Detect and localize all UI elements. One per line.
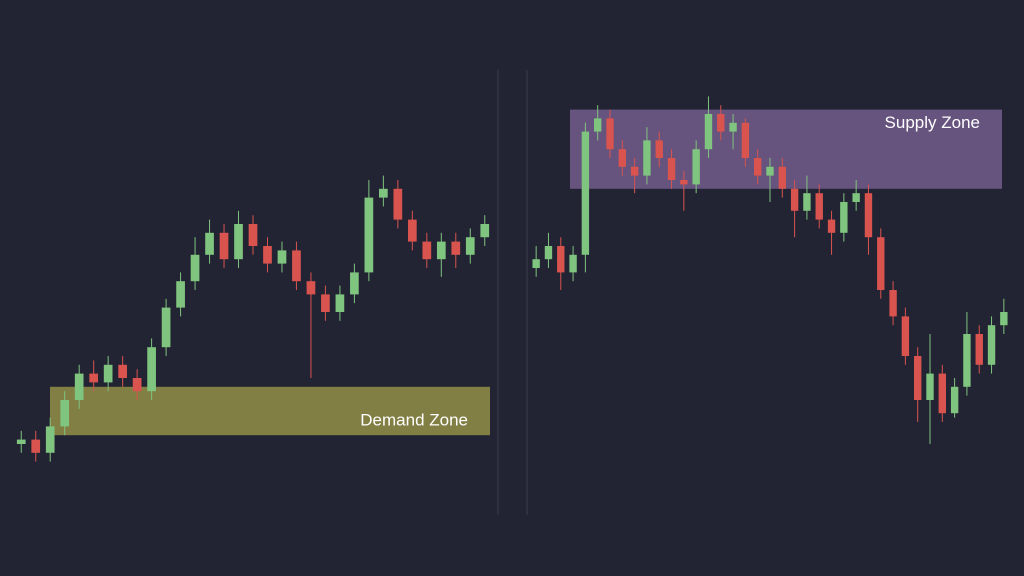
- candle-body: [292, 250, 301, 282]
- zone: [50, 386, 490, 436]
- candle-body: [950, 386, 959, 414]
- candle-body: [103, 364, 113, 383]
- candle-body: [815, 193, 823, 220]
- candle-body: [60, 400, 70, 427]
- candle-body: [45, 426, 55, 453]
- candle-body: [717, 114, 725, 132]
- candle-body: [975, 334, 983, 365]
- candle-body: [118, 364, 127, 378]
- candle-body: [465, 237, 475, 255]
- candle-body: [532, 259, 540, 268]
- candle-body: [655, 140, 663, 158]
- candle-body: [889, 290, 897, 317]
- candle-body: [74, 373, 84, 400]
- candle-body: [618, 149, 626, 167]
- candle-body: [89, 373, 99, 383]
- candle-body: [606, 118, 614, 150]
- candle-body: [147, 347, 156, 392]
- candle-body: [480, 224, 490, 238]
- candle-body: [436, 241, 446, 260]
- candle-body: [692, 149, 700, 185]
- candle-body: [364, 197, 374, 273]
- candle-body: [1000, 312, 1008, 326]
- candle-body: [379, 188, 388, 198]
- candle-body: [643, 140, 651, 176]
- candle-body: [16, 439, 26, 444]
- candle-body: [407, 219, 417, 242]
- candle-body: [754, 158, 762, 176]
- candle-body: [963, 334, 971, 387]
- candle-body: [581, 131, 590, 255]
- candle-body: [840, 202, 848, 233]
- candle-body: [741, 122, 750, 158]
- candle-body: [350, 272, 359, 295]
- candle-body: [31, 439, 41, 453]
- zone-label: Supply Zone: [885, 113, 980, 132]
- candle-body: [190, 254, 200, 282]
- candle-body: [205, 232, 214, 255]
- candle-body: [680, 180, 688, 185]
- candle-body: [594, 118, 602, 132]
- candle-body: [544, 246, 553, 260]
- candle-body: [263, 246, 272, 264]
- candle-body: [987, 325, 996, 365]
- candle-body: [422, 241, 432, 260]
- candle-body: [161, 307, 171, 348]
- candle-body: [219, 232, 229, 260]
- candle-body: [901, 316, 910, 356]
- candle-body: [852, 193, 860, 202]
- candle-body: [704, 114, 713, 150]
- candle-body: [557, 246, 565, 273]
- candle-body: [234, 224, 243, 260]
- candle-body: [926, 373, 934, 400]
- candle-body: [766, 166, 774, 176]
- candle-body: [803, 193, 811, 211]
- zone-label: Demand Zone: [360, 411, 468, 430]
- candle-body: [321, 294, 330, 312]
- candle-body: [248, 224, 258, 246]
- candle-body: [132, 378, 142, 392]
- candle-body: [914, 356, 922, 400]
- candle-body: [306, 281, 316, 295]
- candle-body: [778, 166, 786, 189]
- candle-body: [729, 122, 737, 132]
- candle-body: [176, 281, 185, 308]
- candle-body: [630, 166, 639, 176]
- candle-body: [877, 237, 885, 290]
- candle-body: [864, 193, 873, 238]
- candle-body: [451, 241, 461, 255]
- candle-body: [827, 219, 836, 233]
- candle-body: [569, 254, 577, 273]
- candle-body: [393, 188, 403, 220]
- candle-body: [335, 294, 345, 312]
- candle-body: [938, 373, 946, 414]
- candle-body: [790, 188, 799, 211]
- candle-body: [277, 250, 287, 264]
- candle-body: [667, 158, 676, 180]
